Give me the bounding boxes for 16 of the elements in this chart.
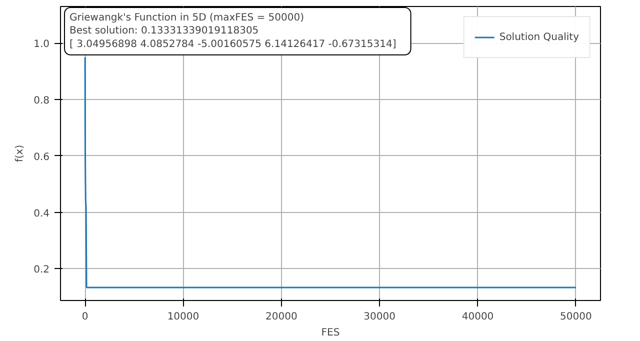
x-tick-label: 50000 xyxy=(560,312,592,322)
x-tick-label: 10000 xyxy=(167,312,200,322)
y-axis-title: f(x) xyxy=(14,144,26,162)
legend-label: Solution Quality xyxy=(499,32,579,42)
line-series xyxy=(84,56,577,288)
y-tick-label: 0.8 xyxy=(34,96,50,107)
y-tick-label: 0.2 xyxy=(34,264,50,276)
annotation: Griewangk's Function in 5D (maxFES = 50000) Best solution: 0.13331339019118305 [ 3.04956898 4.0852784 -5.00160575 6.14126417 -0.67315314] xyxy=(70,12,396,50)
x-tick-label: 20000 xyxy=(266,312,298,322)
x-tick-label: 40000 xyxy=(462,312,494,322)
y-tick-label: 0.4 xyxy=(34,208,50,220)
x-tick-label: 30000 xyxy=(364,312,396,322)
x-tick-label: 0 xyxy=(82,312,88,322)
y-tick-label: 0.6 xyxy=(34,152,50,163)
y-tick-label: 1.0 xyxy=(34,39,50,50)
x-axis-title: FES xyxy=(321,328,340,338)
